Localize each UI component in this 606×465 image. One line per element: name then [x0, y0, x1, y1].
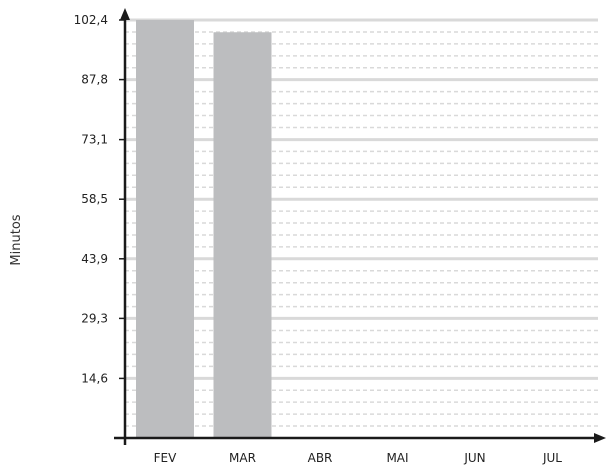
x-tick-label-jul: JUL: [542, 451, 562, 465]
y-tick-label: 14,6: [81, 371, 108, 385]
bars: [136, 20, 272, 438]
bar-mar: [213, 32, 272, 438]
y-tick-label: 29,3: [81, 311, 108, 325]
x-tick-labels: FEV MAR ABR MAI JUN JUL: [154, 451, 563, 465]
x-tick-label-jun: JUN: [463, 451, 485, 465]
y-tick-label: 87,8: [81, 73, 108, 87]
y-axis-arrow: [120, 8, 130, 20]
y-axis-label: Minutos: [9, 214, 24, 265]
x-tick-label-fev: FEV: [154, 451, 177, 465]
y-tick-label: 58,5: [81, 192, 108, 206]
y-tick-label: 73,1: [81, 133, 108, 147]
x-tick-label-abr: ABR: [308, 451, 333, 465]
bar-fev: [136, 20, 194, 438]
y-tick-label: 102,4: [74, 13, 108, 27]
y-tick-label: 43,9: [81, 252, 108, 266]
axes: [114, 8, 606, 445]
x-tick-label-mar: MAR: [229, 451, 256, 465]
x-axis-arrow: [594, 433, 606, 443]
grid-lines: [125, 18, 598, 427]
y-tick-labels: 14,6 29,3 43,9 58,5 73,1 87,8 102,4: [74, 13, 125, 385]
x-tick-label-mai: MAI: [386, 451, 408, 465]
